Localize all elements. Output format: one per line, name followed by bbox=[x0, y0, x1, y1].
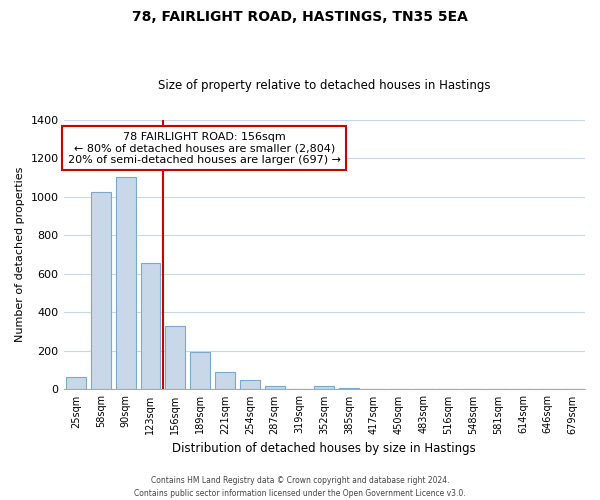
Bar bbox=[240, 380, 260, 390]
Bar bbox=[265, 386, 284, 390]
X-axis label: Distribution of detached houses by size in Hastings: Distribution of detached houses by size … bbox=[172, 442, 476, 455]
Text: 78 FAIRLIGHT ROAD: 156sqm
← 80% of detached houses are smaller (2,804)
20% of se: 78 FAIRLIGHT ROAD: 156sqm ← 80% of detac… bbox=[68, 132, 341, 165]
Bar bbox=[339, 388, 359, 390]
Bar bbox=[166, 326, 185, 390]
Title: Size of property relative to detached houses in Hastings: Size of property relative to detached ho… bbox=[158, 79, 491, 92]
Bar bbox=[91, 192, 111, 390]
Bar bbox=[314, 386, 334, 390]
Bar bbox=[190, 352, 210, 390]
Text: 78, FAIRLIGHT ROAD, HASTINGS, TN35 5EA: 78, FAIRLIGHT ROAD, HASTINGS, TN35 5EA bbox=[132, 10, 468, 24]
Bar bbox=[116, 178, 136, 390]
Text: Contains HM Land Registry data © Crown copyright and database right 2024.
Contai: Contains HM Land Registry data © Crown c… bbox=[134, 476, 466, 498]
Y-axis label: Number of detached properties: Number of detached properties bbox=[15, 167, 25, 342]
Bar bbox=[66, 377, 86, 390]
Bar bbox=[215, 372, 235, 390]
Bar bbox=[140, 263, 160, 390]
